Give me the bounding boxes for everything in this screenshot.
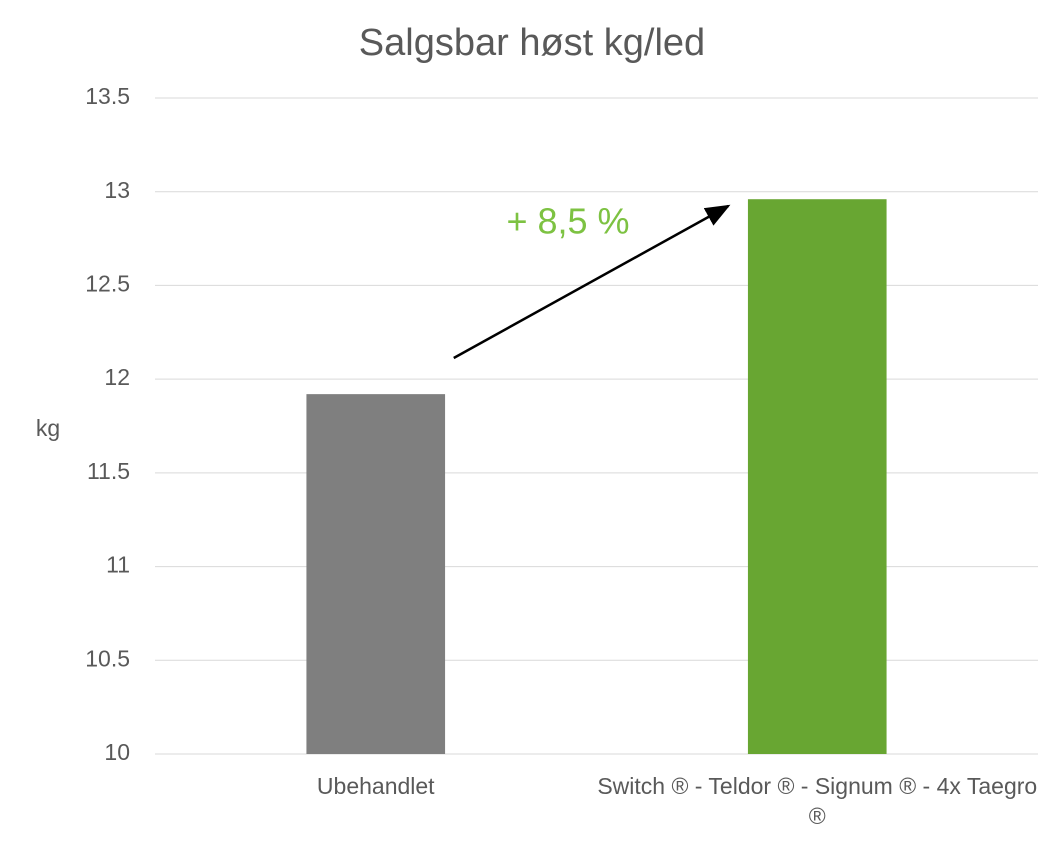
y-axis-label: kg bbox=[36, 415, 60, 441]
arrow bbox=[453, 204, 731, 360]
bar bbox=[747, 199, 887, 754]
y-tick-label: 11 bbox=[106, 552, 130, 578]
y-tick-label: 10.5 bbox=[85, 645, 130, 671]
annotation: + 8,5 % bbox=[506, 201, 629, 242]
bar bbox=[306, 394, 446, 754]
y-tick-label: 13.5 bbox=[85, 83, 130, 109]
y-tick-label: 10 bbox=[104, 739, 130, 765]
y-tick-label: 12.5 bbox=[85, 271, 130, 297]
chart-title: Salgsbar høst kg/led bbox=[359, 22, 705, 64]
y-tick-label: 12 bbox=[104, 364, 130, 390]
y-tick-label: 11.5 bbox=[87, 458, 130, 484]
x-tick-label: Ubehandlet bbox=[316, 773, 435, 799]
y-tick-label: 13 bbox=[104, 177, 130, 203]
x-tick-label: Switch ® - Teldor ® - Signum ® - 4x Taeg… bbox=[597, 773, 1038, 829]
